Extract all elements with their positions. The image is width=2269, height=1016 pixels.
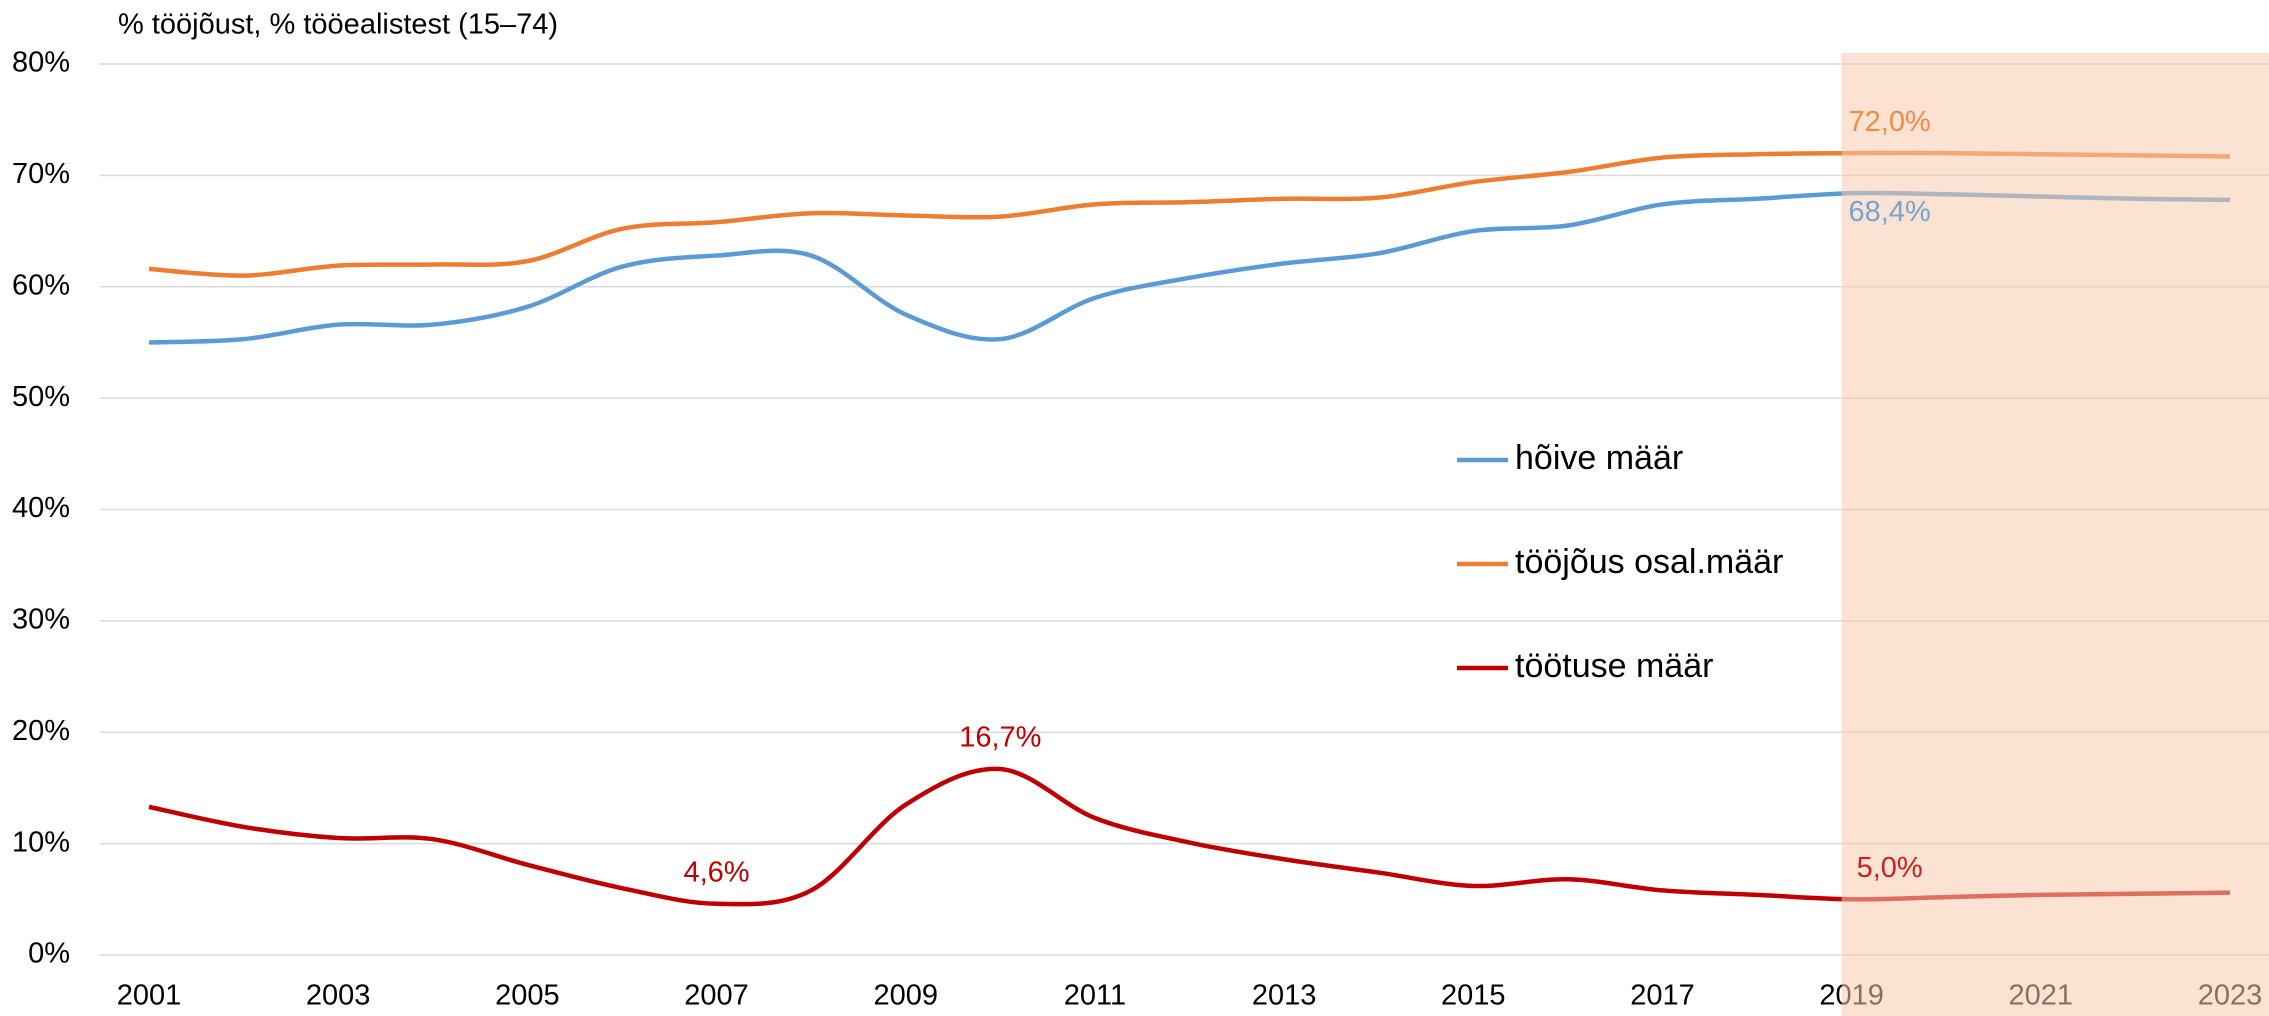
legend-label: töötuse määr	[1515, 647, 1713, 685]
y-tick-label: 50%	[12, 381, 70, 413]
x-tick-label: 2011	[1064, 980, 1126, 1012]
y-tick-label: 40%	[12, 492, 70, 524]
legend-label: tööjõus osal.määr	[1515, 543, 1783, 581]
legend-label: hõive määr	[1515, 439, 1683, 477]
y-tick-label: 0%	[28, 938, 70, 970]
y-tick-label: 20%	[12, 715, 70, 747]
y-tick-label: 10%	[12, 826, 70, 858]
data-label: 68,4%	[1849, 196, 1931, 228]
x-tick-label: 2007	[684, 980, 749, 1012]
x-tick-label: 2017	[1630, 980, 1695, 1012]
x-tick-label: 2013	[1252, 980, 1317, 1012]
x-tick-label: 2015	[1441, 980, 1506, 1012]
x-tick-label: 2009	[873, 980, 938, 1012]
data-label: 4,6%	[683, 856, 749, 888]
x-tick-label: 2001	[117, 980, 182, 1012]
y-tick-label: 70%	[12, 158, 70, 190]
data-label: 5,0%	[1857, 852, 1923, 884]
y-tick-label: 30%	[12, 604, 70, 636]
y-tick-label: 60%	[12, 269, 70, 301]
data-label: 16,7%	[959, 722, 1041, 754]
y-tick-label: 80%	[12, 47, 70, 79]
data-label: 72,0%	[1849, 106, 1931, 138]
forecast-shade	[1841, 53, 2269, 1016]
x-tick-label: 2005	[495, 980, 560, 1012]
y-axis-label: % tööjõust, % tööealistest (15–74)	[118, 9, 558, 41]
x-tick-label: 2003	[306, 980, 371, 1012]
